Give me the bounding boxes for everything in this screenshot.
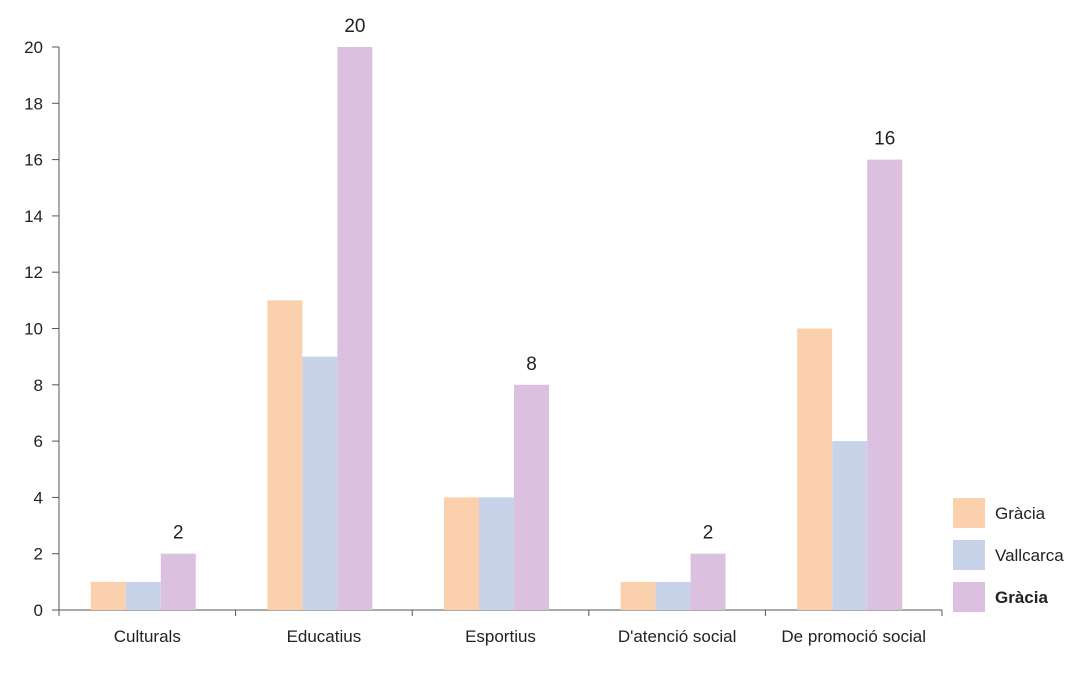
y-tick-label: 12 (24, 263, 43, 282)
y-tick-label: 4 (34, 488, 43, 507)
data-label: 2 (173, 523, 184, 544)
bar (267, 300, 303, 610)
bar (867, 159, 903, 610)
bar (690, 553, 726, 610)
y-tick-label: 10 (24, 320, 43, 339)
bar (832, 441, 868, 610)
bar (160, 553, 196, 610)
x-tick-label: Educatius (287, 627, 362, 646)
bar (302, 356, 338, 610)
y-tick-label: 6 (34, 432, 43, 451)
x-tick-label-line: De promoció social (781, 627, 926, 646)
y-tick-label: 18 (24, 94, 43, 113)
data-label: 2 (703, 523, 714, 544)
data-label: 8 (526, 354, 537, 375)
bar (337, 47, 373, 610)
y-axis: 0 2 4 6 8 10 12 14 16 18 20 (24, 38, 60, 620)
legend-label: Gràcia (995, 588, 1048, 607)
x-tick-label: Esportius (465, 627, 536, 646)
y-tick-label: 20 (24, 38, 43, 57)
bar (620, 581, 656, 610)
legend-swatch (953, 540, 985, 570)
x-axis: Culturals Educatius Esportius D'atenció soc… (58, 609, 943, 646)
bar (444, 497, 479, 610)
y-tick-label: 0 (34, 601, 43, 620)
legend-label: Vallcarca (995, 546, 1064, 565)
bar (655, 581, 691, 610)
bar (514, 384, 549, 610)
x-tick-label-line: Esportius (465, 627, 536, 646)
y-tick-label: 2 (34, 545, 43, 564)
x-tick-label: D'atenció social (618, 627, 737, 646)
bars (90, 47, 903, 610)
bar (90, 581, 126, 610)
x-tick-label-line: Educatius (287, 627, 362, 646)
x-tick-label-line: Culturals (114, 627, 181, 646)
bar (797, 328, 833, 610)
y-tick-label: 14 (24, 207, 43, 226)
x-tick-label-line: D'atenció social (618, 627, 737, 646)
legend-swatch (953, 582, 985, 612)
y-tick-label: 16 (24, 151, 43, 170)
y-tick-label: 8 (34, 376, 43, 395)
legend-label: Gràcia (995, 504, 1046, 523)
bar (125, 581, 161, 610)
x-tick-label: Culturals (114, 627, 181, 646)
data-label: 16 (874, 129, 895, 150)
x-tick-label: De promoció social (781, 627, 926, 646)
data-labels: 2 20 8 2 16 (173, 16, 895, 544)
data-label: 20 (344, 16, 365, 37)
bar (479, 497, 514, 610)
legend: Gràcia Vallcarca Gràcia (953, 498, 1064, 612)
legend-swatch (953, 498, 985, 528)
